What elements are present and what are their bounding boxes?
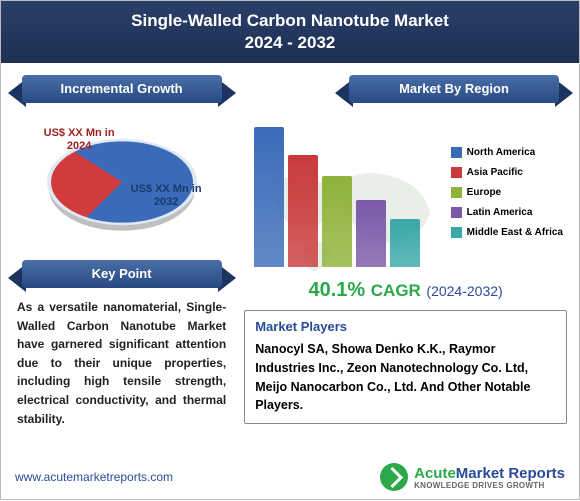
market-players-heading: Market Players — [255, 319, 556, 334]
logo-text-2: Market Reports — [456, 465, 565, 482]
logo-subtitle: KNOWLEDGE DRIVES GROWTH — [414, 481, 565, 490]
pie-slice-2024-label: US$ XX Mn in 2024 — [39, 127, 119, 153]
logo-text: AcuteMarket Reports KNOWLEDGE DRIVES GRO… — [414, 465, 565, 490]
bar-middle-east-africa — [390, 219, 420, 267]
legend-swatch — [451, 167, 462, 178]
page-period: 2024 - 2032 — [1, 33, 579, 53]
legend-label: North America — [467, 147, 536, 158]
legend-label: Asia Pacific — [467, 167, 523, 178]
market-players-body: Nanocyl SA, Showa Denko K.K., Raymor Ind… — [255, 340, 556, 415]
legend-swatch — [451, 207, 462, 218]
bar-asia-pacific — [288, 155, 318, 267]
bar-north-america — [254, 127, 284, 267]
ribbon-key-point: Key Point — [22, 260, 222, 288]
legend-item: Latin America — [451, 207, 563, 218]
legend-label: Europe — [467, 187, 501, 198]
logo-icon — [380, 463, 408, 491]
main-content: Incremental Growth US$ XX Mn in 2024 US$… — [1, 63, 579, 453]
ribbon-market-by-region: Market By Region — [349, 75, 559, 103]
legend-item: Middle East & Africa — [451, 227, 563, 238]
legend: North America Asia Pacific Europe Latin Ame… — [451, 147, 563, 247]
footer: www.acutemarketreports.com AcuteMarket R… — [1, 453, 579, 501]
legend-label: Middle East & Africa — [467, 227, 563, 238]
bar-europe — [322, 176, 352, 267]
logo: AcuteMarket Reports KNOWLEDGE DRIVES GRO… — [380, 463, 565, 491]
legend-item: Asia Pacific — [451, 167, 563, 178]
ribbon-label: Market By Region — [349, 75, 559, 103]
market-players-box: Market Players Nanocyl SA, Showa Denko K… — [244, 310, 567, 424]
legend-item: Europe — [451, 187, 563, 198]
ribbon-label: Key Point — [22, 260, 222, 288]
bars-container — [254, 127, 420, 267]
logo-text-1: Acute — [414, 465, 456, 482]
key-point-text: As a versatile nanomaterial, Single-Wall… — [13, 298, 230, 428]
legend-swatch — [451, 147, 462, 158]
legend-swatch — [451, 187, 462, 198]
pie-slice-2032-label: US$ XX Mn in 2032 — [121, 183, 211, 209]
pie-chart: US$ XX Mn in 2024 US$ XX Mn in 2032 — [29, 113, 214, 248]
right-column: Market By Region North America Asia Pacif… — [240, 63, 579, 453]
bar-latin-america — [356, 200, 386, 267]
ribbon-incremental-growth: Incremental Growth — [22, 75, 222, 103]
bar-chart: North America Asia Pacific Europe Latin Ame… — [244, 113, 567, 273]
header: Single-Walled Carbon Nanotube Market 202… — [1, 1, 579, 63]
page-title: Single-Walled Carbon Nanotube Market — [1, 11, 579, 31]
legend-swatch — [451, 227, 462, 238]
ribbon-label: Incremental Growth — [22, 75, 222, 103]
left-column: Incremental Growth US$ XX Mn in 2024 US$… — [1, 63, 240, 453]
legend-item: North America — [451, 147, 563, 158]
footer-url: www.acutemarketreports.com — [15, 470, 173, 484]
legend-label: Latin America — [467, 207, 533, 218]
